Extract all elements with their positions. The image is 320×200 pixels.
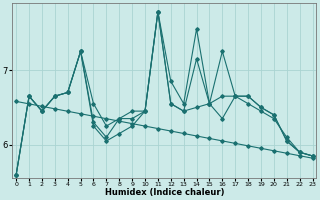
X-axis label: Humidex (Indice chaleur): Humidex (Indice chaleur) [105, 188, 224, 197]
